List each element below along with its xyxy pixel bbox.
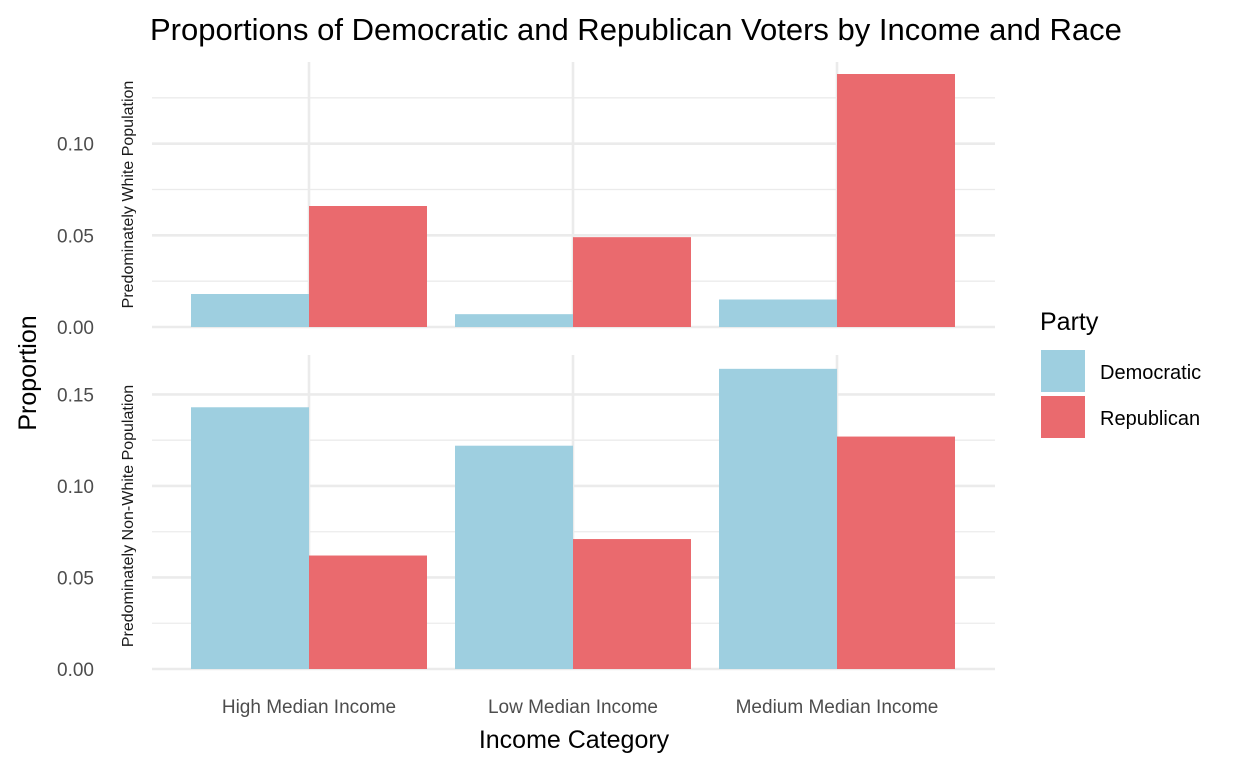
x-tick-label-low-median-income: Low Median Income bbox=[488, 697, 658, 718]
bar-republican-low-median-income bbox=[573, 539, 691, 669]
bar-democratic-high-median-income bbox=[191, 407, 309, 669]
y-tick-label: 0.15 bbox=[57, 385, 94, 406]
facet-strip: Predominately White Population bbox=[120, 81, 137, 309]
chart-title: Proportions of Democratic and Republican… bbox=[150, 12, 1122, 47]
bar-democratic-low-median-income bbox=[455, 445, 573, 669]
y-tick-label: 0.00 bbox=[57, 660, 94, 681]
bar-democratic-medium-median-income bbox=[719, 299, 837, 327]
facet-panels: 0.00 0.05 0.10 Predominately White Populati… bbox=[57, 62, 995, 681]
bar-republican-high-median-income bbox=[309, 555, 427, 669]
legend: Party Democratic Republican bbox=[1040, 308, 1201, 438]
x-axis-ticks: High Median Income Low Median Income Mediu… bbox=[222, 697, 939, 718]
x-tick-label-high-median-income: High Median Income bbox=[222, 697, 396, 718]
x-axis-title: Income Category bbox=[479, 726, 670, 754]
legend-label-democratic: Democratic bbox=[1100, 362, 1201, 384]
y-tick-label: 0.05 bbox=[57, 226, 94, 247]
bar-republican-low-median-income bbox=[573, 237, 691, 327]
legend-swatch-republican bbox=[1041, 396, 1085, 438]
bar-republican-high-median-income bbox=[309, 206, 427, 327]
y-tick-label: 0.10 bbox=[57, 477, 94, 498]
legend-swatch-democratic bbox=[1041, 350, 1085, 392]
x-tick-label-medium-median-income: Medium Median Income bbox=[736, 697, 939, 718]
y-tick-label: 0.05 bbox=[57, 568, 94, 589]
y-tick-label: 0.10 bbox=[57, 135, 94, 156]
legend-label-republican: Republican bbox=[1100, 408, 1200, 430]
y-tick-label: 0.00 bbox=[57, 318, 94, 339]
bar-democratic-low-median-income bbox=[455, 314, 573, 327]
facet-panel-predominately-white-population: 0.00 0.05 0.10 Predominately White Populati… bbox=[57, 62, 995, 339]
legend-title: Party bbox=[1040, 308, 1099, 336]
y-axis-title: Proportion bbox=[14, 315, 42, 430]
facet-strip-label: Predominately White Population bbox=[120, 81, 137, 309]
bar-democratic-high-median-income bbox=[191, 294, 309, 327]
facet-strip: Predominately Non-White Population bbox=[120, 385, 137, 647]
bar-republican-medium-median-income bbox=[837, 74, 955, 327]
facet-panel-predominately-non-white-population: 0.00 0.05 0.10 0.15 Predominately Non-White … bbox=[57, 355, 995, 681]
facet-strip-label: Predominately Non-White Population bbox=[120, 385, 137, 647]
bar-republican-medium-median-income bbox=[837, 436, 955, 669]
bar-democratic-medium-median-income bbox=[719, 368, 837, 669]
